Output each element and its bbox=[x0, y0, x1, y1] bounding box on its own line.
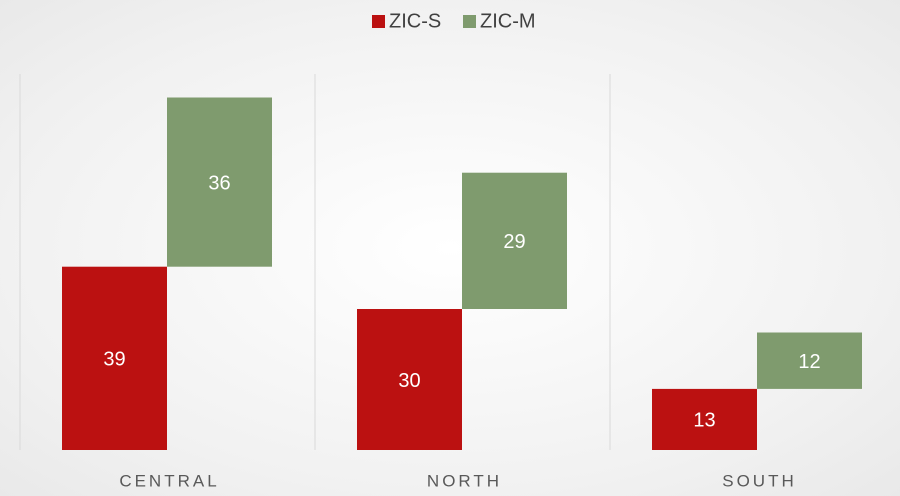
legend-swatch bbox=[372, 15, 385, 28]
value-label: 30 bbox=[398, 370, 420, 392]
value-label: 39 bbox=[103, 349, 125, 371]
value-label: 12 bbox=[798, 351, 820, 373]
value-label: 13 bbox=[693, 410, 715, 432]
bar bbox=[757, 332, 862, 389]
bar bbox=[357, 309, 462, 450]
x-tick-label: SOUTH bbox=[722, 471, 797, 490]
bar bbox=[652, 388, 757, 450]
bar bbox=[62, 266, 167, 450]
legend-swatch bbox=[463, 15, 476, 28]
x-tick-label: CENTRAL bbox=[119, 471, 219, 490]
bar bbox=[462, 172, 567, 309]
legend-label: ZIC-M bbox=[480, 10, 536, 32]
x-tick-label: NORTH bbox=[427, 471, 502, 490]
value-label: 29 bbox=[503, 231, 525, 253]
value-label: 36 bbox=[208, 172, 230, 194]
bar bbox=[167, 97, 272, 267]
legend-label: ZIC-S bbox=[389, 10, 441, 32]
